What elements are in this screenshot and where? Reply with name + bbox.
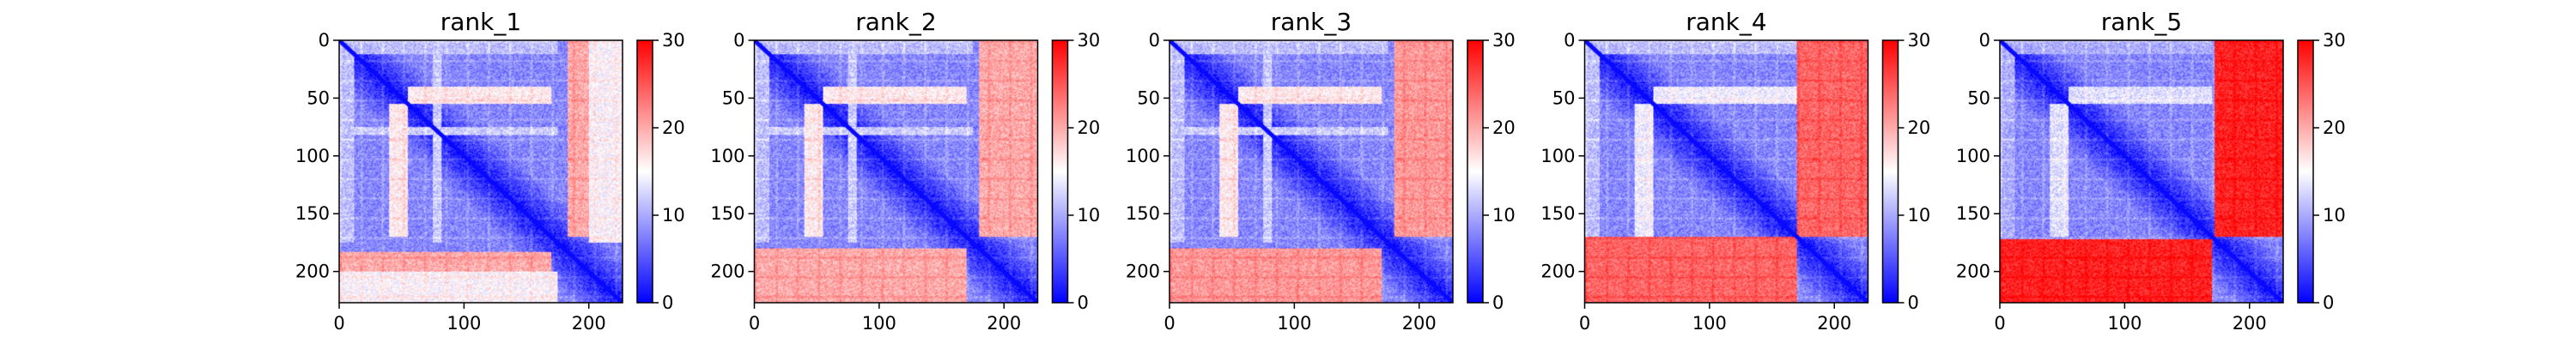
colorbar-frame xyxy=(1467,39,1484,304)
plot-frame xyxy=(1169,39,1454,304)
y-tick-label: 50 xyxy=(1552,87,1576,108)
y-tick-label: 50 xyxy=(1967,87,1990,108)
heatmap-panel-5: rank_5 0 50 100 150 200 0 100 200 0 10 20 30 xyxy=(1956,8,2346,334)
y-tick-label: 200 xyxy=(295,262,330,282)
y-tick-label: 100 xyxy=(710,146,744,166)
y-tick-label: 0 xyxy=(1979,30,1990,51)
y-tick-label: 0 xyxy=(1149,30,1160,51)
colorbar-tick-label: 10 xyxy=(1908,205,1931,226)
x-tick-label: 200 xyxy=(1402,313,1437,334)
x-tick-label: 100 xyxy=(1692,313,1727,334)
colorbar-tick-label: 20 xyxy=(1078,117,1101,138)
heatmap-image xyxy=(339,40,623,303)
heatmap-panel-4: rank_4 0 50 100 150 200 0 100 200 0 10 20 30 xyxy=(1540,8,1930,334)
heatmap-panel-1: rank_1 0 50 100 150 200 0 100 200 0 10 20 30 xyxy=(295,8,685,334)
y-tick-label: 0 xyxy=(733,30,744,51)
plot-frame xyxy=(753,39,1039,304)
x-tick-label: 0 xyxy=(749,313,760,334)
y-tick-label: 200 xyxy=(1126,262,1160,282)
colorbar xyxy=(2298,40,2313,303)
colorbar-tick-label: 30 xyxy=(1078,30,1101,51)
y-tick-label: 50 xyxy=(722,87,745,108)
panel-title: rank_4 xyxy=(1686,8,1766,36)
y-tick-label: 50 xyxy=(307,87,330,108)
colorbar xyxy=(637,40,653,303)
y-tick-label: 100 xyxy=(1956,146,1990,166)
colorbar-frame xyxy=(1881,39,1899,304)
panel-title: rank_3 xyxy=(1271,8,1352,36)
y-tick-label: 150 xyxy=(1540,203,1575,224)
x-tick-label: 100 xyxy=(1277,313,1311,334)
heatmap-image xyxy=(2000,40,2283,303)
heatmap-panel-2: rank_2 0 50 100 150 200 0 100 200 0 10 20 30 xyxy=(710,8,1100,334)
x-tick-label: 0 xyxy=(1994,313,2005,334)
y-tick-label: 150 xyxy=(1956,203,1990,224)
colorbar-tick-label: 10 xyxy=(662,205,685,226)
colorbar-tick-label: 10 xyxy=(1492,205,1516,226)
colorbar xyxy=(1882,40,1899,303)
colorbar xyxy=(1052,40,1068,303)
colorbar-tick-label: 20 xyxy=(1908,117,1931,138)
y-tick-label: 50 xyxy=(1137,87,1160,108)
panel-title: rank_1 xyxy=(440,8,521,36)
colorbar-tick-label: 20 xyxy=(2323,117,2346,138)
colorbar-tick-label: 0 xyxy=(662,292,673,313)
plot-frame xyxy=(338,39,623,304)
y-tick-label: 100 xyxy=(295,146,330,166)
colorbar-tick-label: 20 xyxy=(1492,117,1516,138)
colorbar-tick-label: 30 xyxy=(662,30,685,51)
y-tick-label: 200 xyxy=(1956,262,1990,282)
heatmap-image xyxy=(1584,40,1868,303)
plot-frame xyxy=(1999,39,2284,304)
x-tick-label: 0 xyxy=(333,313,344,334)
y-tick-label: 150 xyxy=(295,203,330,224)
colorbar-tick-label: 30 xyxy=(1908,30,1931,51)
colorbar-frame xyxy=(1051,39,1069,304)
colorbar-tick-label: 30 xyxy=(2323,30,2346,51)
colorbar-frame xyxy=(636,39,653,304)
x-tick-label: 100 xyxy=(447,313,481,334)
y-tick-label: 200 xyxy=(1540,262,1575,282)
heatmap-panel-3: rank_3 0 50 100 150 200 0 100 200 0 10 20 30 xyxy=(1126,8,1516,334)
colorbar-tick-label: 0 xyxy=(1078,292,1089,313)
y-tick-label: 100 xyxy=(1126,146,1160,166)
y-tick-label: 100 xyxy=(1540,146,1575,166)
heatmap-image xyxy=(1170,40,1453,303)
x-tick-label: 200 xyxy=(572,313,606,334)
colorbar-tick-label: 0 xyxy=(2323,292,2334,313)
x-tick-label: 100 xyxy=(2107,313,2142,334)
x-tick-label: 200 xyxy=(987,313,1021,334)
colorbar-frame xyxy=(2297,39,2314,304)
panel-title: rank_2 xyxy=(855,8,936,36)
plot-frame xyxy=(1583,39,1869,304)
x-tick-label: 0 xyxy=(1163,313,1175,334)
y-tick-label: 150 xyxy=(710,203,744,224)
x-tick-label: 100 xyxy=(862,313,896,334)
panel-title: rank_5 xyxy=(2101,8,2182,36)
colorbar-tick-label: 20 xyxy=(662,117,685,138)
y-tick-label: 0 xyxy=(1564,30,1575,51)
x-tick-label: 200 xyxy=(2233,313,2267,334)
y-tick-label: 0 xyxy=(319,30,330,51)
colorbar-tick-label: 0 xyxy=(1492,292,1504,313)
heatmap-image xyxy=(754,40,1038,303)
colorbar-tick-label: 0 xyxy=(1908,292,1919,313)
colorbar-tick-label: 10 xyxy=(2323,205,2346,226)
x-tick-label: 0 xyxy=(1579,313,1590,334)
colorbar xyxy=(1467,40,1483,303)
y-tick-label: 150 xyxy=(1126,203,1160,224)
colorbar-tick-label: 30 xyxy=(1492,30,1516,51)
colorbar-tick-label: 10 xyxy=(1078,205,1101,226)
x-tick-label: 200 xyxy=(1817,313,1851,334)
y-tick-label: 200 xyxy=(710,262,744,282)
